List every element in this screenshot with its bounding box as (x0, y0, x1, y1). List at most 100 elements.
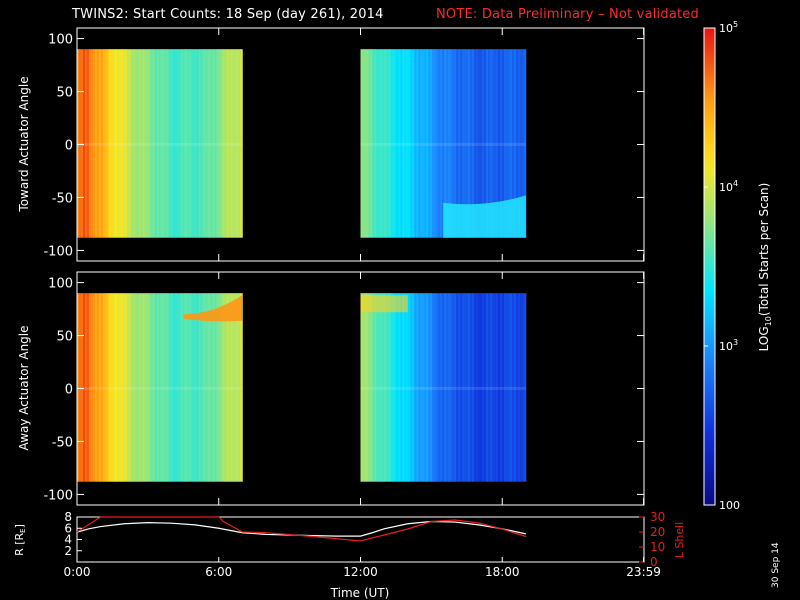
heatmap-column (521, 293, 525, 482)
heatmap-column (82, 49, 86, 238)
heatmap-column (400, 293, 403, 482)
heatmap-column (511, 293, 515, 482)
heatmap-column (456, 293, 459, 482)
heatmap-column (432, 49, 435, 238)
heatmap-column (410, 293, 413, 482)
heatmap-column (164, 49, 168, 238)
heatmap-column (96, 293, 100, 482)
colorbar-gradient (704, 28, 715, 505)
heatmap-column (388, 293, 391, 482)
heatmap-column (192, 293, 195, 482)
heatmap-column (480, 293, 483, 482)
heatmap-column (130, 49, 134, 238)
heatmap-column (198, 49, 201, 238)
heatmap-column (472, 293, 475, 482)
heatmap-column (214, 49, 217, 238)
heatmap-column (166, 49, 170, 238)
heatmap-column (446, 49, 449, 238)
heatmap-column (372, 49, 375, 238)
toward-x-ticks (76, 28, 645, 261)
heatmap-column (130, 293, 134, 482)
heatmap-column (114, 293, 118, 482)
heatmap-column (176, 293, 180, 482)
heatmap-column (488, 49, 491, 238)
heatmap-column (404, 49, 407, 238)
heatmap-column (466, 49, 469, 238)
heatmap-column (202, 293, 205, 482)
heatmap-column (77, 293, 80, 482)
heatmap-column (230, 49, 233, 238)
heatmap-column (190, 49, 193, 238)
heatmap-column (410, 49, 413, 238)
heatmap-column (511, 49, 515, 238)
heatmap-column (458, 49, 461, 238)
orbit-y-tick-label: 4 (64, 533, 72, 547)
heatmap-column (180, 49, 184, 238)
heatmap-column (474, 49, 477, 238)
heatmap-column (386, 49, 389, 238)
heatmap-column (404, 293, 407, 482)
heatmap-column (138, 49, 142, 238)
heatmap-column (102, 49, 106, 238)
heatmap-column (376, 49, 379, 238)
heatmap-column (132, 293, 136, 482)
heatmap-column (136, 293, 140, 482)
heatmap-column (468, 49, 471, 238)
heatmap-column (513, 49, 517, 238)
heatmap-column (501, 49, 505, 238)
heatmap-column (503, 293, 507, 482)
heatmap-column (497, 293, 501, 482)
heatmap-column (370, 49, 373, 238)
heatmap-column (86, 293, 90, 482)
heatmap-column (519, 293, 523, 482)
heatmap-column (90, 293, 94, 482)
away-heatmap (77, 293, 527, 482)
heatmap-column (114, 49, 118, 238)
orbit-lines (76, 516, 527, 542)
heatmap-column (392, 49, 395, 238)
heatmap-column (468, 293, 471, 482)
heatmap-column (470, 49, 473, 238)
heatmap-column (220, 293, 223, 482)
heatmap-column (412, 293, 415, 482)
heatmap-column (378, 293, 381, 482)
lshell-series-line (76, 516, 527, 542)
heatmap-column (416, 49, 419, 238)
heatmap-column (162, 49, 166, 238)
heatmap-column (396, 49, 399, 238)
heatmap-column (224, 49, 227, 238)
toward-heatmap (77, 49, 527, 238)
heatmap-column (420, 49, 423, 238)
heatmap-column (168, 49, 172, 238)
heatmap-column (478, 293, 481, 482)
heatmap-column (210, 49, 213, 238)
heatmap-column (426, 293, 429, 482)
heatmap-column (480, 49, 483, 238)
heatmap-column (368, 293, 371, 482)
heatmap-column (172, 293, 176, 482)
heatmap-column (140, 293, 144, 482)
heatmap-column (77, 49, 80, 238)
lower-angle-enhancement (443, 195, 526, 238)
heatmap-column (228, 293, 231, 482)
colorbar-frame (703, 27, 716, 506)
heatmap-column (515, 293, 519, 482)
heatmap-column (513, 293, 517, 482)
heatmap-column (448, 293, 451, 482)
heatmap-column (238, 293, 241, 482)
heatmap-column (484, 293, 487, 482)
heatmap-column (78, 293, 82, 482)
heatmap-column (174, 293, 178, 482)
heatmap-column (180, 293, 184, 482)
colorbar-label: LOG10(Total Starts per Scan) (757, 183, 773, 352)
heatmap-column (84, 49, 88, 238)
heatmap-column (442, 49, 445, 238)
heatmap-column (128, 49, 132, 238)
heatmap-column (434, 293, 437, 482)
orbit-y2-tick-label: 30 (650, 510, 665, 524)
heatmap-column (186, 49, 189, 238)
y-tick-label: -50 (52, 435, 73, 450)
heatmap-column (240, 49, 243, 238)
heatmap-column (376, 293, 379, 482)
heatmap-column (170, 49, 174, 238)
